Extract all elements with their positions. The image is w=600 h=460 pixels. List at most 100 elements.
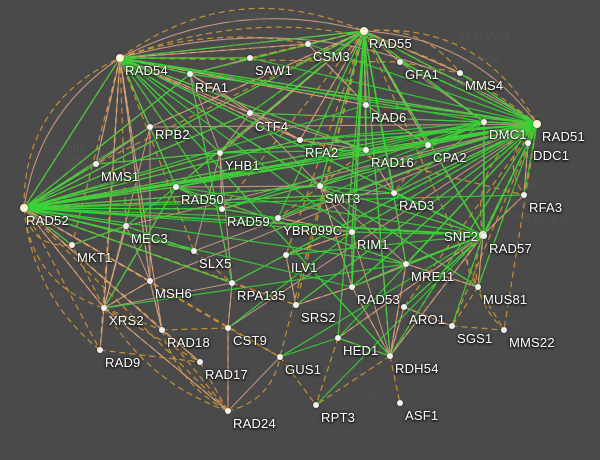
graph-node-gus1[interactable]: [276, 353, 284, 361]
graph-node-mms4[interactable]: [456, 69, 464, 77]
graph-edge: [285, 30, 365, 256]
graph-node-ddc1[interactable]: [524, 139, 532, 147]
graph-node-csm3[interactable]: [304, 40, 312, 48]
graph-edge: [279, 234, 484, 358]
graph-node-asf1[interactable]: [396, 399, 404, 407]
graph-node-rpt3[interactable]: [312, 401, 320, 409]
graph-node-mus81[interactable]: [474, 283, 482, 291]
graph-edge-arc: [23, 57, 121, 209]
graph-node-ybr099c[interactable]: [274, 214, 282, 222]
graph-edge: [103, 307, 201, 363]
graph-node-rfa2[interactable]: [296, 136, 304, 144]
graph-node-rad53[interactable]: [348, 283, 356, 291]
graph-edge: [193, 250, 233, 284]
graph-node-mre11[interactable]: [402, 260, 410, 268]
graph-edge: [351, 286, 391, 357]
graph-node-gfa1[interactable]: [396, 58, 404, 66]
graph-edge: [99, 307, 105, 351]
graph-edge: [363, 30, 367, 106]
graph-edge-arc: [475, 234, 505, 331]
graph-node-mms22[interactable]: [500, 326, 508, 334]
graph-node-rfa3[interactable]: [520, 191, 528, 199]
graph-edge: [161, 329, 201, 363]
graph-edge: [119, 57, 479, 288]
graph-node-rad17[interactable]: [196, 358, 204, 366]
graph-edge: [503, 123, 538, 331]
graph-node-dmc1[interactable]: [480, 118, 488, 126]
graph-node-rad3[interactable]: [390, 189, 398, 197]
graph-node-saw1[interactable]: [246, 54, 254, 62]
graph-node-rad9[interactable]: [96, 346, 104, 354]
graph-edge-arc: [161, 329, 229, 412]
graph-edge: [161, 329, 229, 412]
graph-edge: [23, 207, 151, 282]
graph-node-srs2[interactable]: [292, 301, 300, 309]
graph-node-xrs2[interactable]: [100, 304, 108, 312]
graph-edge: [23, 207, 407, 265]
graph-edge: [277, 123, 538, 219]
graph-edge: [227, 356, 281, 412]
graph-edge: [451, 123, 538, 327]
graph-edge: [389, 355, 401, 404]
graph-node-rad55[interactable]: [359, 26, 369, 36]
graph-edge: [399, 61, 538, 125]
graph-node-hed1[interactable]: [334, 334, 342, 342]
graph-edge: [427, 121, 485, 146]
graph-edge: [71, 244, 105, 309]
graph-node-rad24[interactable]: [224, 407, 232, 415]
graph-edge: [23, 207, 223, 210]
graph-node-rad59[interactable]: [218, 205, 226, 213]
graph-edge-arc: [23, 57, 121, 209]
graph-node-aro1[interactable]: [400, 303, 408, 311]
graph-node-yhb1[interactable]: [216, 149, 224, 157]
graph-node-rad54[interactable]: [115, 53, 125, 63]
graph-edge: [405, 263, 479, 288]
graph-edge: [403, 123, 538, 308]
graph-edge: [119, 57, 151, 282]
graph-edge: [149, 30, 365, 128]
graph-node-ilv1[interactable]: [282, 251, 290, 259]
graph-edge: [459, 72, 538, 125]
graph-node-sgs1[interactable]: [448, 322, 456, 330]
graph-node-ctf4[interactable]: [246, 109, 254, 117]
graph-node-rpb2[interactable]: [146, 123, 154, 131]
graph-edge: [477, 123, 538, 288]
graph-edge: [23, 207, 101, 351]
graph-edge: [393, 121, 485, 194]
graph-node-cst9[interactable]: [224, 324, 232, 332]
graph-edge: [285, 234, 484, 256]
graph-edge: [285, 254, 297, 306]
graph-node-rad18[interactable]: [158, 326, 166, 334]
graph-node-mkt1[interactable]: [68, 241, 76, 249]
graph-node-smt3[interactable]: [316, 182, 324, 190]
graph-node-mms1[interactable]: [92, 160, 100, 168]
graph-edge: [315, 355, 391, 406]
graph-edge: [319, 185, 353, 233]
graph-node-rfa1[interactable]: [186, 70, 194, 78]
graph-edge: [285, 123, 538, 256]
graph-node-rdh54[interactable]: [386, 352, 394, 360]
graph-node-rad51[interactable]: [532, 119, 542, 129]
graph-edge: [363, 30, 538, 125]
graph-node-rim1[interactable]: [348, 228, 356, 236]
graph-edge: [227, 282, 233, 329]
graph-edge: [189, 73, 233, 284]
graph-node-rad52[interactable]: [19, 203, 29, 213]
graph-edge: [365, 149, 395, 194]
graph-node-rpa135[interactable]: [228, 279, 236, 287]
graph-node-rad57[interactable]: [480, 232, 488, 240]
graph-edge: [249, 112, 538, 125]
graph-node-slx5[interactable]: [190, 247, 198, 255]
graph-node-msh6[interactable]: [146, 277, 154, 285]
graph-node-rad50[interactable]: [172, 183, 180, 191]
graph-edge: [23, 207, 279, 219]
graph-node-rad6[interactable]: [362, 101, 370, 109]
graph-edge: [119, 57, 163, 331]
graph-node-mec3[interactable]: [122, 222, 130, 230]
graph-edge: [319, 185, 353, 288]
graph-node-cpa2[interactable]: [424, 141, 432, 149]
graph-node-rad16[interactable]: [362, 146, 370, 154]
graph-edge: [249, 112, 301, 141]
graph-edge-arc: [363, 29, 538, 125]
